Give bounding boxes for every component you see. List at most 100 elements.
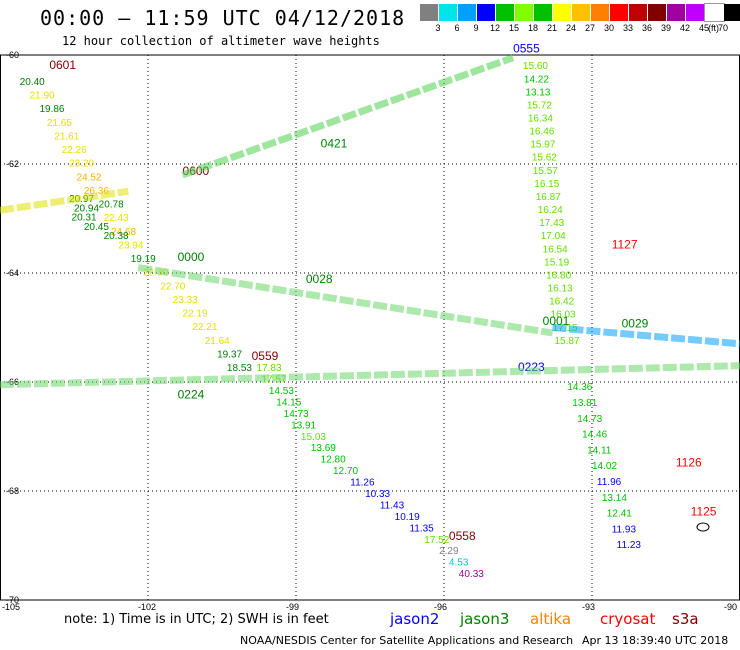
legend-label: 27 (584, 23, 595, 33)
wave-height-value: 13.81 (572, 398, 597, 409)
wave-height-value: 20.97 (69, 194, 94, 205)
legend-swatch (534, 4, 553, 21)
lat-tick-label: -62 (6, 159, 19, 169)
wave-height-value: 14.53 (269, 386, 294, 397)
wave-height-value: 11.23 (617, 540, 642, 551)
wave-height-value: 26.36 (84, 186, 109, 197)
wave-height-value: 16.46 (529, 127, 554, 138)
legend-label: 18 (527, 23, 538, 33)
lon-tick-label: -105 (2, 602, 20, 612)
wave-height-value: 20.40 (20, 77, 45, 88)
page-title: 00:00 – 11:59 UTC 04/12/2018 (40, 6, 406, 30)
satellite-jason3: jason3 (460, 610, 510, 628)
wave-height-value: 23.33 (173, 295, 198, 306)
lat-tick-label: -70 (6, 595, 19, 605)
legend-swatch (591, 4, 610, 21)
note-text: note: 1) Time is in UTC; 2) SWH is in fe… (64, 612, 329, 627)
lat-tick-label: -60 (6, 50, 19, 60)
wave-height-value: 17.04 (541, 231, 566, 242)
legend-label: 39 (660, 23, 671, 33)
legend-label: 9 (473, 23, 479, 33)
wave-height-value: 22.70 (160, 281, 185, 292)
wave-height-value: 16.03 (551, 310, 576, 321)
wave-height-value: 10.33 (365, 489, 390, 500)
pass-time-label: 0028 (306, 272, 333, 286)
wave-height-value: 21.90 (30, 91, 55, 102)
wave-height-value: 16.34 (528, 113, 553, 124)
wave-height-value: 15.72 (527, 100, 552, 111)
legend-swatch (439, 4, 458, 21)
track-band-east (137, 264, 554, 337)
wave-height-value: 19.37 (217, 349, 242, 360)
legend-label: 70 (717, 23, 728, 33)
wave-height-value: 14.73 (577, 414, 602, 425)
wave-height-value: 11.43 (380, 500, 405, 511)
legend-label: 3 (435, 23, 441, 33)
pass-time-label: 0000 (178, 250, 205, 264)
wave-height-value: 15.87 (555, 336, 580, 347)
wave-height-value: 15.57 (533, 166, 558, 177)
wave-height-value: 23.94 (118, 240, 143, 251)
wave-height-value: 15.62 (532, 153, 557, 164)
legend-label: 33 (622, 23, 633, 33)
pass-time-label: 1127 (612, 237, 638, 251)
lon-tick-label: -99 (286, 602, 299, 612)
wave-height-value: 20.78 (99, 200, 124, 211)
page-subtitle: 12 hour collection of altimeter wave hei… (62, 34, 380, 48)
wave-height-value: 20.45 (84, 222, 109, 233)
track-band-northeast (181, 54, 515, 179)
wave-height-value: 24.68 (111, 227, 136, 238)
legend-label: 30 (603, 23, 614, 33)
wave-height-value: 16.80 (546, 270, 571, 281)
legend-label: 15 (508, 23, 519, 33)
wave-height-value: 19.86 (39, 104, 64, 115)
wave-height-value: 13.91 (291, 420, 316, 431)
wave-height-value: 14.22 (524, 74, 549, 85)
wave-height-value: 14.46 (582, 430, 607, 441)
footer-credit: NOAA/NESDIS Center for Satellite Applica… (240, 634, 574, 647)
legend-label: 12 (489, 23, 500, 33)
lon-tick-label: -102 (138, 602, 156, 612)
color-legend (420, 3, 740, 22)
wave-height-value: 16.54 (543, 244, 568, 255)
legend-swatch (667, 4, 686, 21)
wave-height-value: 20.94 (74, 203, 99, 214)
pass-time-label: 0601 (49, 58, 76, 72)
wave-height-value: 20.31 (72, 213, 97, 224)
wave-height-value: 14.73 (284, 409, 309, 420)
wave-height-value: 13.69 (311, 443, 336, 454)
wave-height-value: 14.15 (276, 397, 301, 408)
pass-time-label: 0001 (543, 314, 570, 328)
legend-swatch (704, 3, 725, 22)
legend-label: 45 (698, 23, 709, 33)
wave-height-value: 11.93 (612, 524, 637, 535)
legend-label: 36 (641, 23, 652, 33)
pass-time-label: 1125 (691, 505, 717, 519)
wave-height-value: 4.53 (449, 558, 469, 569)
wave-height-value: 17.43 (539, 218, 564, 229)
pass-time-label: 0029 (622, 317, 649, 331)
legend-swatch (572, 4, 591, 21)
wave-height-value: 18.53 (227, 363, 252, 374)
wave-height-value: 13.14 (602, 493, 627, 504)
wave-height-value: 10.19 (395, 512, 420, 523)
wave-height-value: 11.96 (597, 477, 622, 488)
legend-swatch (420, 4, 439, 21)
wave-height-value: 23.20 (69, 159, 94, 170)
legend-unit: (ft) (708, 23, 719, 33)
legend-swatch (629, 4, 648, 21)
wave-height-value: 16.42 (549, 297, 574, 308)
legend-label: 6 (454, 23, 460, 33)
legend-label: 24 (565, 23, 576, 33)
footer-timestamp: Apr 13 18:39:40 UTC 2018 (582, 634, 729, 647)
wave-height-value: 15.97 (530, 140, 555, 151)
legend-swatch (686, 4, 705, 21)
island-outline (696, 522, 710, 532)
legend-swatch (610, 4, 629, 21)
legend-swatch (648, 4, 667, 21)
pass-time-label: 0559 (252, 349, 279, 363)
wave-height-value: 14.36 (567, 382, 592, 393)
legend-swatch (724, 4, 740, 21)
wave-height-value: 21.61 (54, 131, 79, 142)
